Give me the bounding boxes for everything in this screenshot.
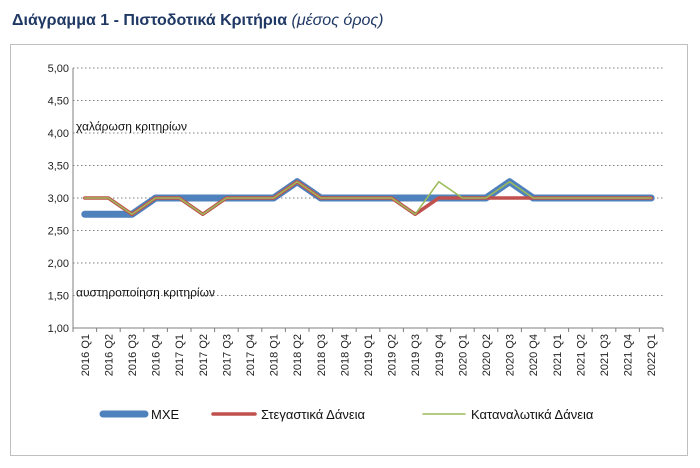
page-title-main: Διάγραμμα 1 - Πιστοδοτικά Κριτήρια <box>12 12 292 29</box>
x-tick-label: 2016 Q1 <box>80 334 92 376</box>
page-title-subtitle: (μέσος όρος) <box>291 12 384 29</box>
y-tick-label: 3,50 <box>48 161 69 173</box>
x-tick-label: 2020 Q3 <box>505 334 517 376</box>
x-tick-label: 2021 Q2 <box>575 334 587 376</box>
legend-label: Στεγαστικά Δάνεια <box>261 407 366 422</box>
y-tick-label: 4,50 <box>48 96 69 108</box>
x-tick-label: 2018 Q3 <box>316 334 328 376</box>
y-tick-label: 3,00 <box>48 193 69 205</box>
x-tick-label: 2016 Q3 <box>127 334 139 376</box>
x-tick-label: 2016 Q2 <box>103 334 115 376</box>
page-title: Διάγραμμα 1 - Πιστοδοτικά Κριτήρια (μέσο… <box>12 12 384 30</box>
x-tick-label: 2021 Q1 <box>552 334 564 376</box>
x-tick-label: 2020 Q4 <box>528 334 540 376</box>
x-tick-label: 2017 Q3 <box>221 334 233 376</box>
x-tick-label: 2016 Q4 <box>151 334 163 376</box>
x-tick-label: 2019 Q2 <box>387 334 399 376</box>
x-tick-label: 2022 Q1 <box>646 334 658 376</box>
x-tick-label: 2018 Q4 <box>339 334 351 376</box>
x-tick-label: 2017 Q1 <box>174 334 186 376</box>
x-tick-label: 2017 Q2 <box>198 334 210 376</box>
x-tick-label: 2021 Q4 <box>623 334 635 376</box>
chart-annotation: χαλάρωση κριτηρίων <box>76 120 187 134</box>
series-line-3 <box>84 181 652 215</box>
legend-label: ΜΧΕ <box>151 407 180 422</box>
legend-label: Καταναλωτικά Δάνεια <box>471 407 594 422</box>
x-tick-label: 2018 Q1 <box>269 334 281 376</box>
credit-criteria-line-chart: 1,00 1,50 2,00 2,50 3,00 3,50 4,00 4,50 5,00 2016… <box>48 63 664 422</box>
y-tick-label: 2,00 <box>48 258 69 270</box>
x-tick-label: 2020 Q1 <box>457 334 469 376</box>
y-tick-label: 2,50 <box>48 226 69 238</box>
chart-annotation: αυστηροποίηση κριτηρίων <box>76 285 215 299</box>
x-tick-label: 2021 Q3 <box>599 334 611 376</box>
x-tick-label: 2019 Q4 <box>434 334 446 376</box>
y-tick-label: 4,00 <box>48 128 69 140</box>
x-tick-label: 2018 Q2 <box>292 334 304 376</box>
x-tick-label: 2020 Q2 <box>481 334 493 376</box>
y-tick-label: 5,00 <box>48 63 69 75</box>
y-tick-label: 1,50 <box>48 291 69 303</box>
y-tick-label: 1,00 <box>48 323 69 335</box>
x-tick-label: 2019 Q1 <box>363 334 375 376</box>
chart-frame: 1,00 1,50 2,00 2,50 3,00 3,50 4,00 4,50 5,00 2016… <box>10 44 688 456</box>
x-tick-label: 2019 Q3 <box>410 334 422 376</box>
x-tick-label: 2017 Q4 <box>245 334 257 376</box>
